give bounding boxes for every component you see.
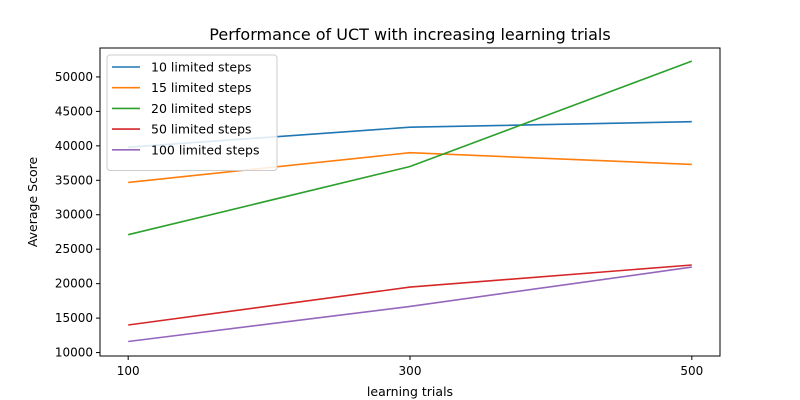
series-line-2: [128, 60, 693, 236]
legend-label-3: 50 limited steps: [151, 122, 252, 137]
chart-title: Performance of UCT with increasing learn…: [209, 25, 610, 44]
legend-label-1: 15 limited steps: [151, 80, 252, 95]
legend-box: [106, 54, 278, 171]
legend: 10 limited steps 15 limited steps 20 limit…: [106, 54, 278, 171]
y-tick-label: 15000: [55, 311, 93, 325]
legend-label-2: 20 limited steps: [151, 101, 252, 116]
x-tick-label: 300: [399, 364, 422, 378]
x-tick-label: 500: [680, 364, 703, 378]
y-tick-label: 50000: [55, 70, 93, 84]
legend-label-4: 100 limited steps: [151, 142, 259, 157]
legend-label-0: 10 limited steps: [151, 60, 252, 75]
series-layer: [128, 60, 693, 343]
series-line-4: [128, 266, 692, 343]
x-axis: 100 300 500: [117, 356, 703, 378]
y-tick-label: 25000: [55, 242, 93, 256]
y-tick-label: 10000: [55, 346, 93, 360]
y-tick-label: 45000: [55, 104, 93, 118]
series-line-1: [128, 151, 692, 184]
y-axis-label: Average Score: [25, 157, 40, 248]
y-tick-label: 20000: [55, 277, 93, 291]
y-axis: 10000 15000 20000 25000 30000 35000 40000 45000…: [55, 70, 100, 360]
x-axis-label: learning trials: [367, 384, 453, 399]
x-tick-label: 100: [117, 364, 140, 378]
y-tick-label: 30000: [55, 208, 93, 222]
series-line-3: [128, 264, 692, 326]
y-tick-label: 40000: [55, 139, 93, 153]
y-tick-label: 35000: [55, 173, 93, 187]
